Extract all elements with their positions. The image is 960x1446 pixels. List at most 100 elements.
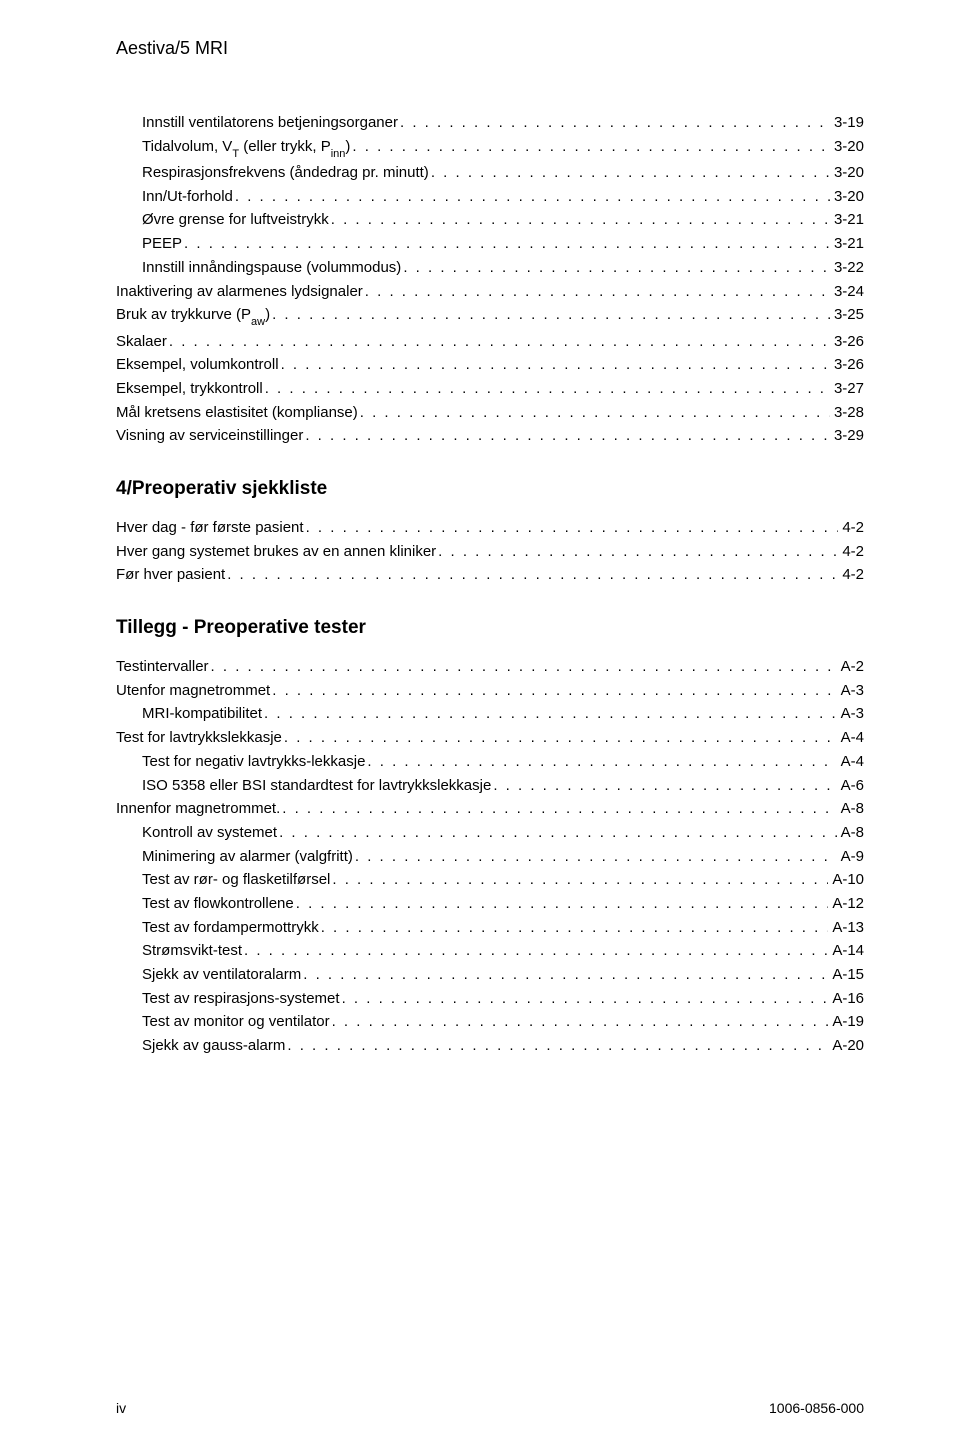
toc-leader-dots xyxy=(233,185,830,209)
toc-entry-page: A-13 xyxy=(828,916,864,940)
toc-leader-dots xyxy=(340,987,829,1011)
toc-entry-label: Hver dag - før første pasient xyxy=(116,516,304,540)
toc-entry-page: 3-24 xyxy=(830,280,864,304)
toc-leader-dots xyxy=(262,702,837,726)
section-heading: Tillegg - Preoperative tester xyxy=(116,617,864,639)
toc-entry: Test av flowkontrollene A-12 xyxy=(116,892,864,916)
footer-doc-id: 1006-0856-000 xyxy=(769,1400,864,1416)
toc-entry-label: Test av fordampermottrykk xyxy=(142,916,319,940)
toc-entry-page: 3-21 xyxy=(830,208,864,232)
toc-entry-label: Eksempel, volumkontroll xyxy=(116,353,279,377)
toc-entry-page: A-19 xyxy=(828,1010,864,1034)
toc-entry-label: Visning av serviceinstillinger xyxy=(116,424,303,448)
toc-entry: Innenfor magnetrommet. A-8 xyxy=(116,797,864,821)
toc-leader-dots xyxy=(350,135,830,159)
toc-entry-page: 3-19 xyxy=(830,111,864,135)
toc-leader-dots xyxy=(301,963,828,987)
toc-entry: ISO 5358 eller BSI standardtest for lavt… xyxy=(116,774,864,798)
toc-leader-dots xyxy=(363,280,830,304)
toc-leader-dots xyxy=(209,655,837,679)
toc-entry-label: Test for negativ lavtrykks-lekkasje xyxy=(142,750,365,774)
toc-leader-dots xyxy=(182,232,830,256)
toc-entry-label: Minimering av alarmer (valgfritt) xyxy=(142,845,353,869)
toc-entry-label: Innenfor magnetrommet. xyxy=(116,797,280,821)
toc-leader-dots xyxy=(429,161,830,185)
toc-leader-dots xyxy=(303,424,830,448)
toc-entry-label: Tidalvolum, VT (eller trykk, Pinn) xyxy=(142,135,350,161)
toc-entry: PEEP 3-21 xyxy=(116,232,864,256)
toc-entry: Respirasjonsfrekvens (åndedrag pr. minut… xyxy=(116,161,864,185)
toc-entry-page: 3-28 xyxy=(830,401,864,425)
toc-entry-page: 3-26 xyxy=(830,353,864,377)
toc-leader-dots xyxy=(319,916,829,940)
footer-page-number: iv xyxy=(116,1400,126,1416)
toc-leader-dots xyxy=(358,401,830,425)
toc-leader-dots xyxy=(398,111,830,135)
toc-entry-page: 3-29 xyxy=(830,424,864,448)
toc-entry-page: 3-21 xyxy=(830,232,864,256)
toc-entry-label: Hver gang systemet brukes av en annen kl… xyxy=(116,540,436,564)
toc-entry-label: Inaktivering av alarmenes lydsignaler xyxy=(116,280,363,304)
toc-entry-label: Sjekk av ventilatoralarm xyxy=(142,963,301,987)
toc-entry-label: Innstill ventilatorens betjeningsorganer xyxy=(142,111,398,135)
toc-leader-dots xyxy=(304,516,839,540)
toc-entry-page: 3-20 xyxy=(830,185,864,209)
page: Aestiva/5 MRI Innstill ventilatorens bet… xyxy=(0,0,960,1446)
toc-entry-page: A-6 xyxy=(837,774,864,798)
toc-entry-label: Bruk av trykkurve (Paw) xyxy=(116,303,270,329)
toc-entry: Eksempel, volumkontroll 3-26 xyxy=(116,353,864,377)
toc-entry-page: A-14 xyxy=(828,939,864,963)
toc-entry: Hver gang systemet brukes av en annen kl… xyxy=(116,540,864,564)
toc-entry: Eksempel, trykkontroll 3-27 xyxy=(116,377,864,401)
toc-entry-page: 3-27 xyxy=(830,377,864,401)
toc-entry: Bruk av trykkurve (Paw) 3-25 xyxy=(116,303,864,329)
toc-entry-label: Eksempel, trykkontroll xyxy=(116,377,263,401)
toc-leader-dots xyxy=(242,939,828,963)
toc-entry-page: A-15 xyxy=(828,963,864,987)
toc-entry: MRI-kompatibilitet A-3 xyxy=(116,702,864,726)
toc-entry: Test av respirasjons-systemet A-16 xyxy=(116,987,864,1011)
toc-entry-page: A-20 xyxy=(828,1034,864,1058)
toc-leader-dots xyxy=(436,540,838,564)
toc-entry-page: A-9 xyxy=(837,845,864,869)
toc-entry-page: 3-25 xyxy=(830,303,864,327)
toc-entry-page: 4-2 xyxy=(838,516,864,540)
toc-entry: Mål kretsens elastisitet (komplianse) 3-… xyxy=(116,401,864,425)
toc-entry-label: Før hver pasient xyxy=(116,563,225,587)
document-title: Aestiva/5 MRI xyxy=(116,38,864,59)
toc-leader-dots xyxy=(491,774,836,798)
toc-entry-label: Kontroll av systemet xyxy=(142,821,277,845)
toc-entry-page: 4-2 xyxy=(838,563,864,587)
toc-entry-label: Testintervaller xyxy=(116,655,209,679)
toc-entry-label: ISO 5358 eller BSI standardtest for lavt… xyxy=(142,774,491,798)
toc-entry-label: Innstill innåndingspause (volummodus) xyxy=(142,256,401,280)
toc-entry: Innstill innåndingspause (volummodus) 3-… xyxy=(116,256,864,280)
toc-entry: Test for lavtrykkslekkasje A-4 xyxy=(116,726,864,750)
toc-leader-dots xyxy=(270,303,830,327)
toc-entry-page: 4-2 xyxy=(838,540,864,564)
toc-leader-dots xyxy=(167,330,830,354)
toc-leader-dots xyxy=(365,750,836,774)
toc-entry: Strømsvikt-test A-14 xyxy=(116,939,864,963)
toc-entry-page: A-3 xyxy=(837,679,864,703)
toc-leader-dots xyxy=(263,377,830,401)
toc-entry-page: A-8 xyxy=(837,821,864,845)
table-of-contents: Innstill ventilatorens betjeningsorganer… xyxy=(116,111,864,1066)
toc-leader-dots xyxy=(294,892,829,916)
toc-entry: Minimering av alarmer (valgfritt) A-9 xyxy=(116,845,864,869)
toc-entry-label: Sjekk av gauss-alarm xyxy=(142,1034,285,1058)
toc-entry-label: Strømsvikt-test xyxy=(142,939,242,963)
toc-entry: Inaktivering av alarmenes lydsignaler 3-… xyxy=(116,280,864,304)
toc-leader-dots xyxy=(282,726,837,750)
toc-entry-label: Inn/Ut-forhold xyxy=(142,185,233,209)
toc-entry-page: A-10 xyxy=(828,868,864,892)
section-heading: 4/Preoperativ sjekkliste xyxy=(116,478,864,500)
toc-entry-page: A-12 xyxy=(828,892,864,916)
toc-leader-dots xyxy=(329,208,830,232)
toc-entry: Innstill ventilatorens betjeningsorganer… xyxy=(116,111,864,135)
toc-leader-dots xyxy=(279,353,830,377)
toc-entry-label: Øvre grense for luftveistrykk xyxy=(142,208,329,232)
toc-entry-page: 3-20 xyxy=(830,135,864,159)
toc-entry: Test av rør- og flasketilførsel A-10 xyxy=(116,868,864,892)
toc-entry-page: A-16 xyxy=(828,987,864,1011)
